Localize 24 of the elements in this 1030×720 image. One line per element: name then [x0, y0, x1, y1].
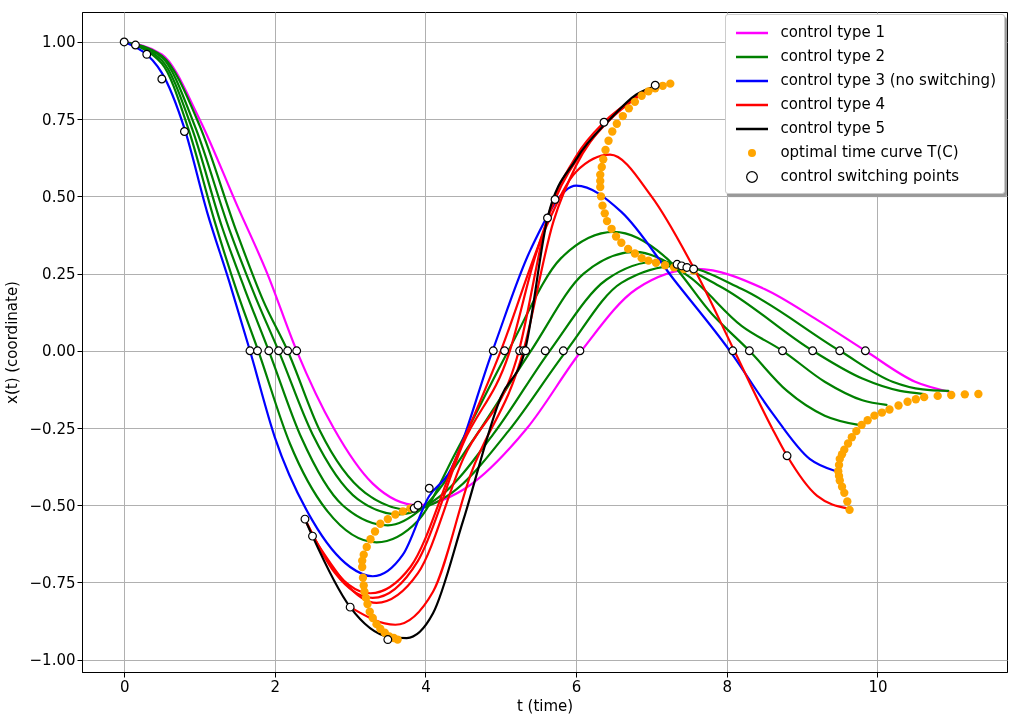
y-axis-title: x(t) (coordinate): [2, 281, 21, 404]
legend-label: control type 4: [780, 95, 885, 113]
x-tick-label: 4: [421, 677, 431, 696]
y-tick-label: 0.50: [42, 187, 76, 206]
y-tick-label: 0.75: [42, 110, 76, 129]
y-tick-label: −0.75: [29, 573, 76, 592]
x-tick-label: 6: [571, 677, 582, 696]
y-tick-label: −1.00: [29, 651, 76, 670]
legend-label: control type 5: [780, 119, 885, 137]
x-tick-label: 0: [119, 677, 130, 696]
y-tick-label: −0.25: [29, 419, 76, 438]
y-tick-label: 0.25: [42, 265, 76, 284]
x-axis-title: t (time): [516, 696, 574, 715]
legend-label: control switching points: [780, 167, 960, 185]
legend-label: control type 1: [780, 23, 885, 41]
y-tick-label: 0.00: [42, 342, 76, 361]
legend-label: control type 2: [780, 47, 885, 65]
x-tick-label: 8: [722, 677, 733, 696]
x-tick-label: 10: [868, 677, 888, 696]
y-tick-label: −0.50: [29, 496, 76, 515]
legend-label: control type 3 (no switching): [780, 71, 996, 89]
y-tick-label: 1.00: [42, 33, 76, 52]
legend-label: optimal time curve T(C): [780, 143, 959, 161]
x-tick-label: 2: [270, 677, 281, 696]
